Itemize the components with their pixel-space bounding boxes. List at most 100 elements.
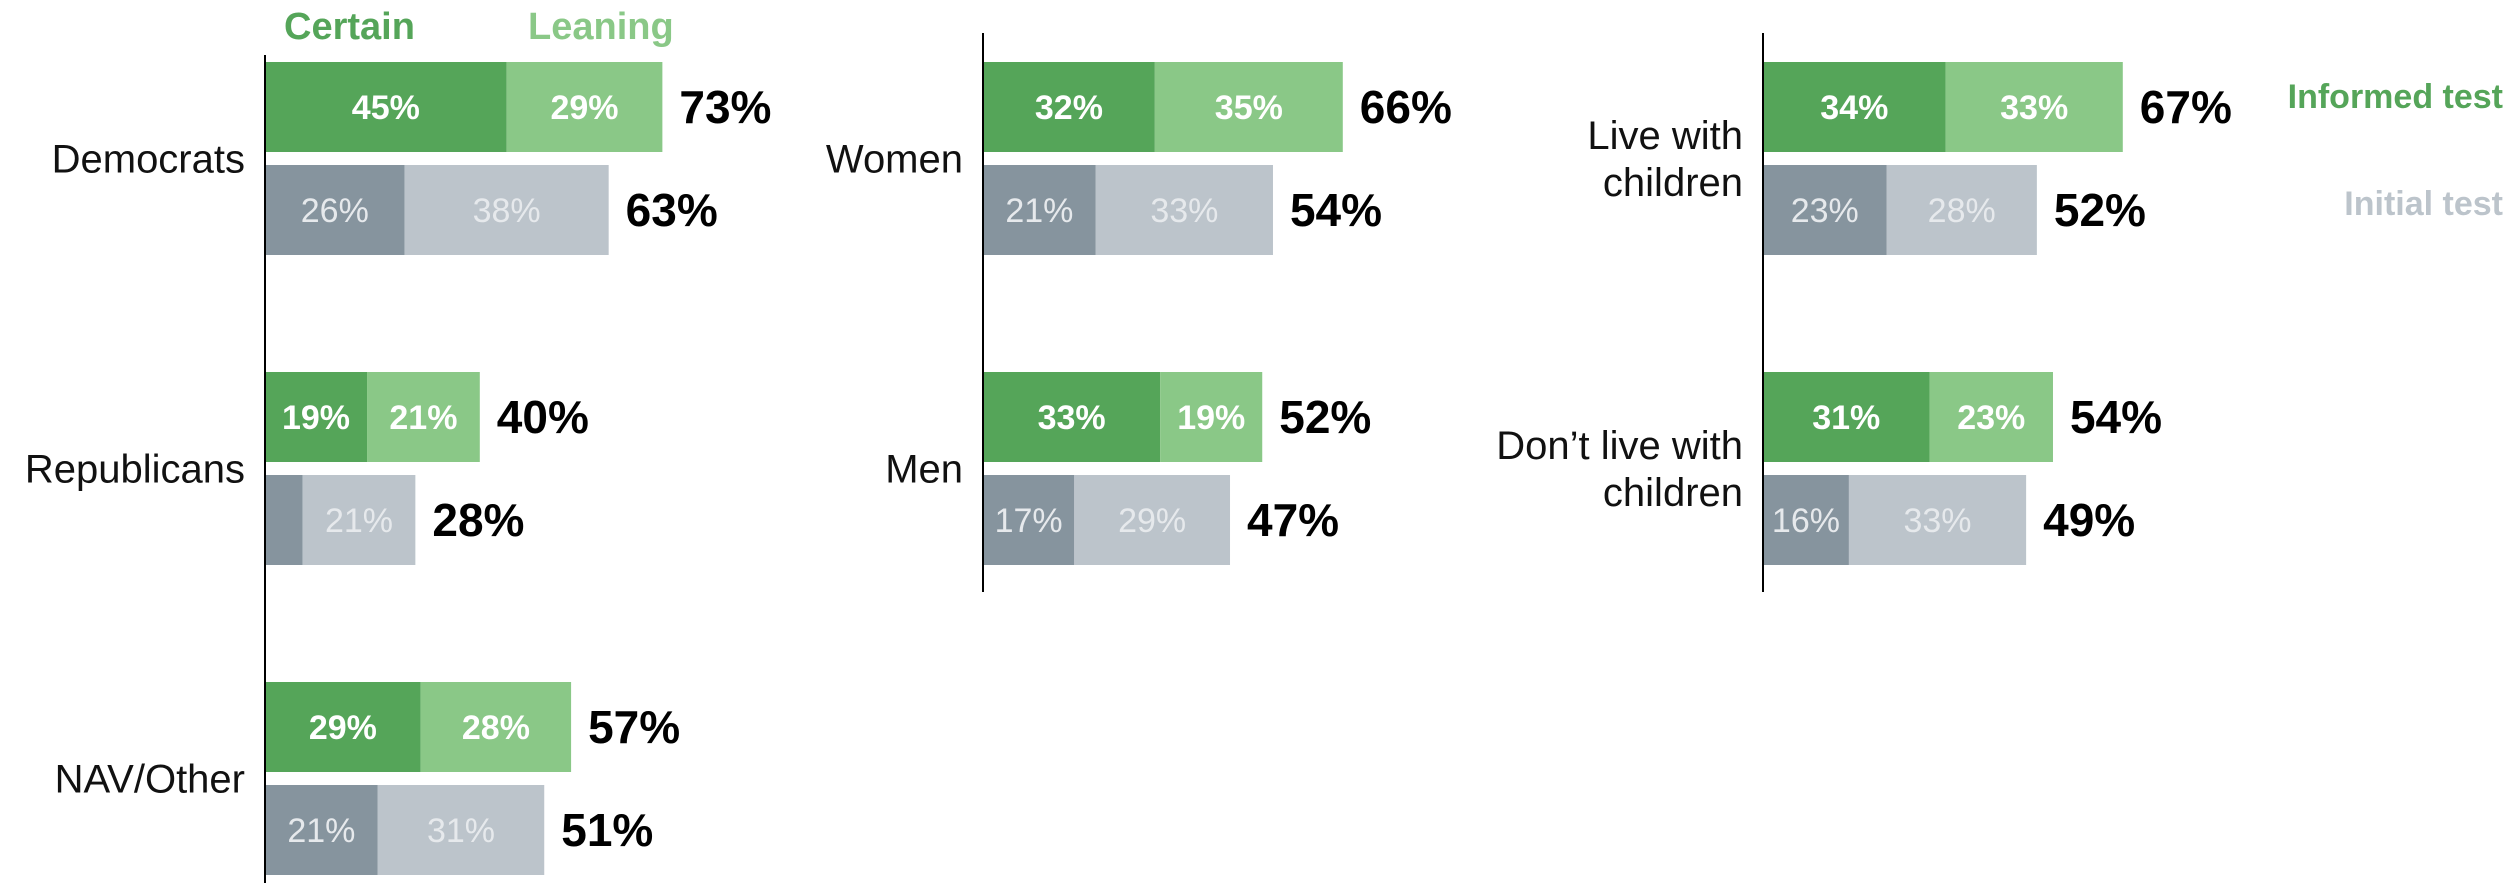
initial-certain-value-label: 26% (301, 192, 369, 230)
initial-certain-value-label: 21% (287, 812, 355, 850)
legend-informed-test: Informed test (2288, 78, 2503, 116)
initial-certain-bar (265, 165, 405, 255)
informed-total-label: 54% (2070, 391, 2162, 443)
informed-certain-bar (1763, 372, 1930, 462)
initial-certain-bar (983, 475, 1075, 565)
initial-certain-value-label: 16% (1772, 502, 1840, 540)
initial-leaning-value-label: 31% (427, 812, 495, 850)
informed-total-label: 67% (2140, 81, 2232, 133)
initial-leaning-value-label: 38% (473, 192, 541, 230)
informed-certain-bar (265, 682, 421, 772)
initial-leaning-bar (1095, 165, 1273, 255)
legend-leaning: Leaning (528, 6, 674, 48)
informed-total-label: 66% (1360, 81, 1452, 133)
category-label-line: Live with (1587, 114, 1743, 158)
initial-leaning-bar (302, 475, 416, 565)
informed-leaning-value-label: 29% (550, 89, 618, 127)
initial-leaning-value-label: 33% (1903, 502, 1971, 540)
initial-certain-bar (1763, 475, 1849, 565)
initial-leaning-bar (1074, 475, 1231, 565)
initial-total-label: 63% (626, 184, 718, 236)
initial-total-label: 47% (1247, 494, 1339, 546)
informed-leaning-value-label: 33% (2000, 89, 2068, 127)
group-0-0: Democrats 45% 29% 73% 26% 38% 63% (52, 62, 771, 255)
initial-certain-bar (1763, 165, 1887, 255)
informed-leaning-bar (420, 682, 572, 772)
initial-certain-value-label: 23% (1791, 192, 1859, 230)
informed-certain-bar (1763, 62, 1946, 152)
panel-0: Democrats 45% 29% 73% 26% 38% 63% Republicans 19… (25, 55, 771, 883)
informed-total-label: 52% (1279, 391, 1371, 443)
informed-total-label: 40% (497, 391, 589, 443)
informed-certain-value-label: 19% (282, 399, 350, 437)
informed-total-label: 73% (679, 81, 771, 133)
informed-certain-bar (983, 62, 1155, 152)
panel-1: Women 32% 35% 66% 21% 33% 54% Men 33% 19% 52% 17% 29… (826, 33, 1452, 592)
category-label: Democrats (52, 138, 245, 182)
informed-leaning-bar (1945, 62, 2123, 152)
informed-certain-value-label: 45% (352, 89, 420, 127)
category-label-line: Women (826, 138, 963, 182)
informed-certain-bar (265, 372, 368, 462)
category-label-line: Men (885, 448, 963, 492)
informed-leaning-value-label: 19% (1177, 399, 1245, 437)
initial-total-label: 52% (2054, 184, 2146, 236)
category-label: Women (826, 138, 963, 182)
initial-leaning-value-label: 33% (1150, 192, 1218, 230)
category-label-line: children (1603, 471, 1743, 515)
initial-leaning-bar (1848, 475, 2027, 565)
category-label: NAV/Other (55, 758, 245, 802)
informed-certain-value-label: 34% (1820, 89, 1888, 127)
category-label-line: Don’t live with (1496, 424, 1743, 468)
informed-certain-value-label: 31% (1812, 399, 1880, 437)
initial-certain-bar (265, 785, 378, 875)
group-1-1: Men 33% 19% 52% 17% 29% 47% (885, 372, 1371, 565)
category-label-line: Democrats (52, 138, 245, 182)
informed-leaning-bar (1929, 372, 2053, 462)
informed-leaning-bar (1154, 62, 1343, 152)
initial-certain-bar (983, 165, 1096, 255)
category-label: Men (885, 448, 963, 492)
initial-leaning-bar (404, 165, 609, 255)
category-label: Don’t live with children (1496, 424, 1743, 515)
legend-certain: Certain (284, 6, 415, 48)
group-2-1: Don’t live with children 31% 23% 54% 16% 33% 49… (1496, 372, 2162, 565)
initial-leaning-value-label: 28% (1928, 192, 1996, 230)
category-label: Live with children (1587, 114, 1743, 205)
informed-certain-value-label: 29% (309, 709, 377, 747)
initial-certain-value-label: 21% (1005, 192, 1073, 230)
informed-leaning-value-label: 21% (389, 399, 457, 437)
initial-certain-value-label: 17% (995, 502, 1063, 540)
category-label: Republicans (25, 448, 245, 492)
legend-initial-test: Initial test (2344, 185, 2503, 223)
informed-leaning-value-label: 28% (462, 709, 530, 747)
category-label-line: Republicans (25, 448, 245, 492)
group-0-2: NAV/Other 29% 28% 57% 21% 31% 51% (55, 682, 680, 875)
initial-total-label: 51% (561, 804, 653, 856)
category-label-line: children (1603, 161, 1743, 205)
group-1-0: Women 32% 35% 66% 21% 33% 54% (826, 62, 1452, 255)
initial-total-label: 28% (432, 494, 524, 546)
initial-certain-bar (265, 475, 303, 565)
initial-leaning-value-label: 29% (1118, 502, 1186, 540)
category-label-line: NAV/Other (55, 758, 245, 802)
informed-certain-bar (983, 372, 1161, 462)
informed-leaning-value-label: 35% (1215, 89, 1283, 127)
initial-leaning-bar (377, 785, 545, 875)
informed-certain-value-label: 33% (1038, 399, 1106, 437)
initial-leaning-bar (1886, 165, 2037, 255)
group-0-1: Republicans 19% 21% 40% 21% 28% (25, 372, 589, 565)
informed-leaning-value-label: 23% (1957, 399, 2025, 437)
initial-total-label: 54% (1290, 184, 1382, 236)
initial-total-label: 49% (2043, 494, 2135, 546)
informed-leaning-bar (506, 62, 663, 152)
informed-leaning-bar (367, 372, 480, 462)
group-2-0: Live with children 34% 33% 67% 23% 28% 52% (1587, 62, 2232, 255)
initial-leaning-value-label: 21% (325, 502, 393, 540)
informed-certain-bar (265, 62, 507, 152)
informed-total-label: 57% (588, 701, 680, 753)
informed-leaning-bar (1160, 372, 1263, 462)
chart-panels: Democrats 45% 29% 73% 26% 38% 63% Republicans 19… (25, 33, 2232, 883)
